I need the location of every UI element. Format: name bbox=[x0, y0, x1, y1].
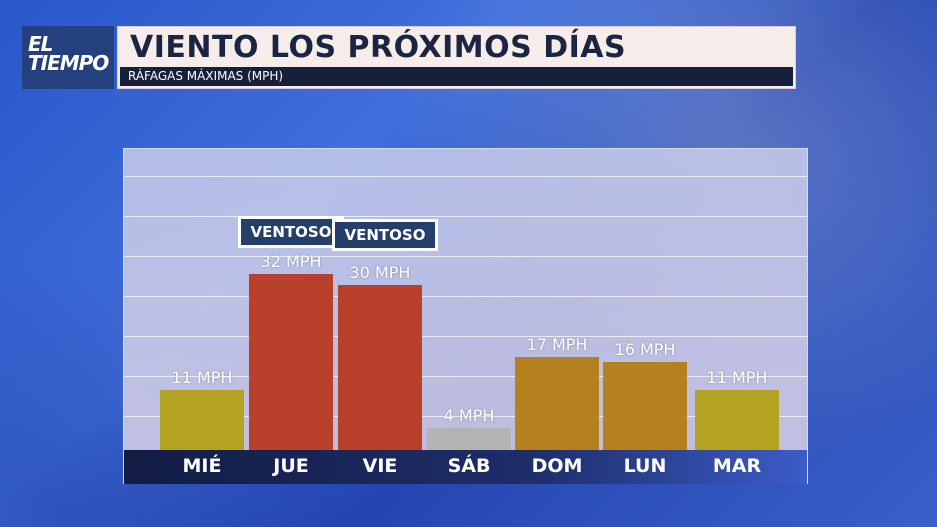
value-label: 30 MPH bbox=[349, 263, 411, 282]
value-label: 11 MPH bbox=[706, 367, 768, 387]
day-label: MAR bbox=[712, 455, 762, 477]
day-label: VIE bbox=[362, 455, 398, 477]
bar-0 bbox=[160, 389, 244, 450]
bar-4 bbox=[515, 356, 599, 450]
title-box: VIENTO LOS PRÓXIMOS DÍAS RÁFAGAS MÁXIMAS… bbox=[117, 26, 796, 89]
subtitle: RÁFAGAS MÁXIMAS (MPH) bbox=[120, 67, 793, 86]
value-label: 11 MPH bbox=[171, 367, 233, 387]
value-label: 32 MPH bbox=[260, 252, 322, 271]
day-label: SÁB bbox=[447, 455, 491, 477]
windy-badge: VENTOSO bbox=[238, 216, 344, 248]
bar-3 bbox=[427, 428, 511, 450]
logo-line2: TIEMPO bbox=[28, 51, 109, 75]
day-label: DOM bbox=[531, 455, 583, 477]
gridline bbox=[124, 216, 807, 217]
el-tiempo-logo: EL TIEMPO bbox=[22, 26, 114, 89]
bar-5 bbox=[603, 362, 687, 450]
bar-6 bbox=[695, 389, 779, 450]
page-title: VIENTO LOS PRÓXIMOS DÍAS bbox=[130, 30, 627, 65]
gridline bbox=[124, 256, 807, 257]
day-label: LUN bbox=[623, 455, 667, 477]
value-label: 16 MPH bbox=[614, 340, 676, 359]
chart-panel: 11 MPH MIÉ 32 MPH JUE VENTOSO 30 MPH VIE VENTOS… bbox=[123, 148, 808, 484]
gridline bbox=[124, 416, 807, 417]
bar-2 bbox=[338, 285, 422, 450]
logo-line1: EL bbox=[28, 32, 53, 56]
day-label: MIÉ bbox=[182, 455, 222, 477]
bar-1 bbox=[249, 274, 333, 450]
value-label: 17 MPH bbox=[526, 334, 588, 354]
day-strip bbox=[124, 450, 807, 484]
windy-badge: VENTOSO bbox=[332, 219, 438, 251]
gridline bbox=[124, 296, 807, 297]
gridline bbox=[124, 336, 807, 337]
value-label: 4 MPH bbox=[443, 406, 495, 425]
gridline bbox=[124, 376, 807, 377]
gridline bbox=[124, 176, 807, 177]
day-label: JUE bbox=[273, 455, 309, 477]
